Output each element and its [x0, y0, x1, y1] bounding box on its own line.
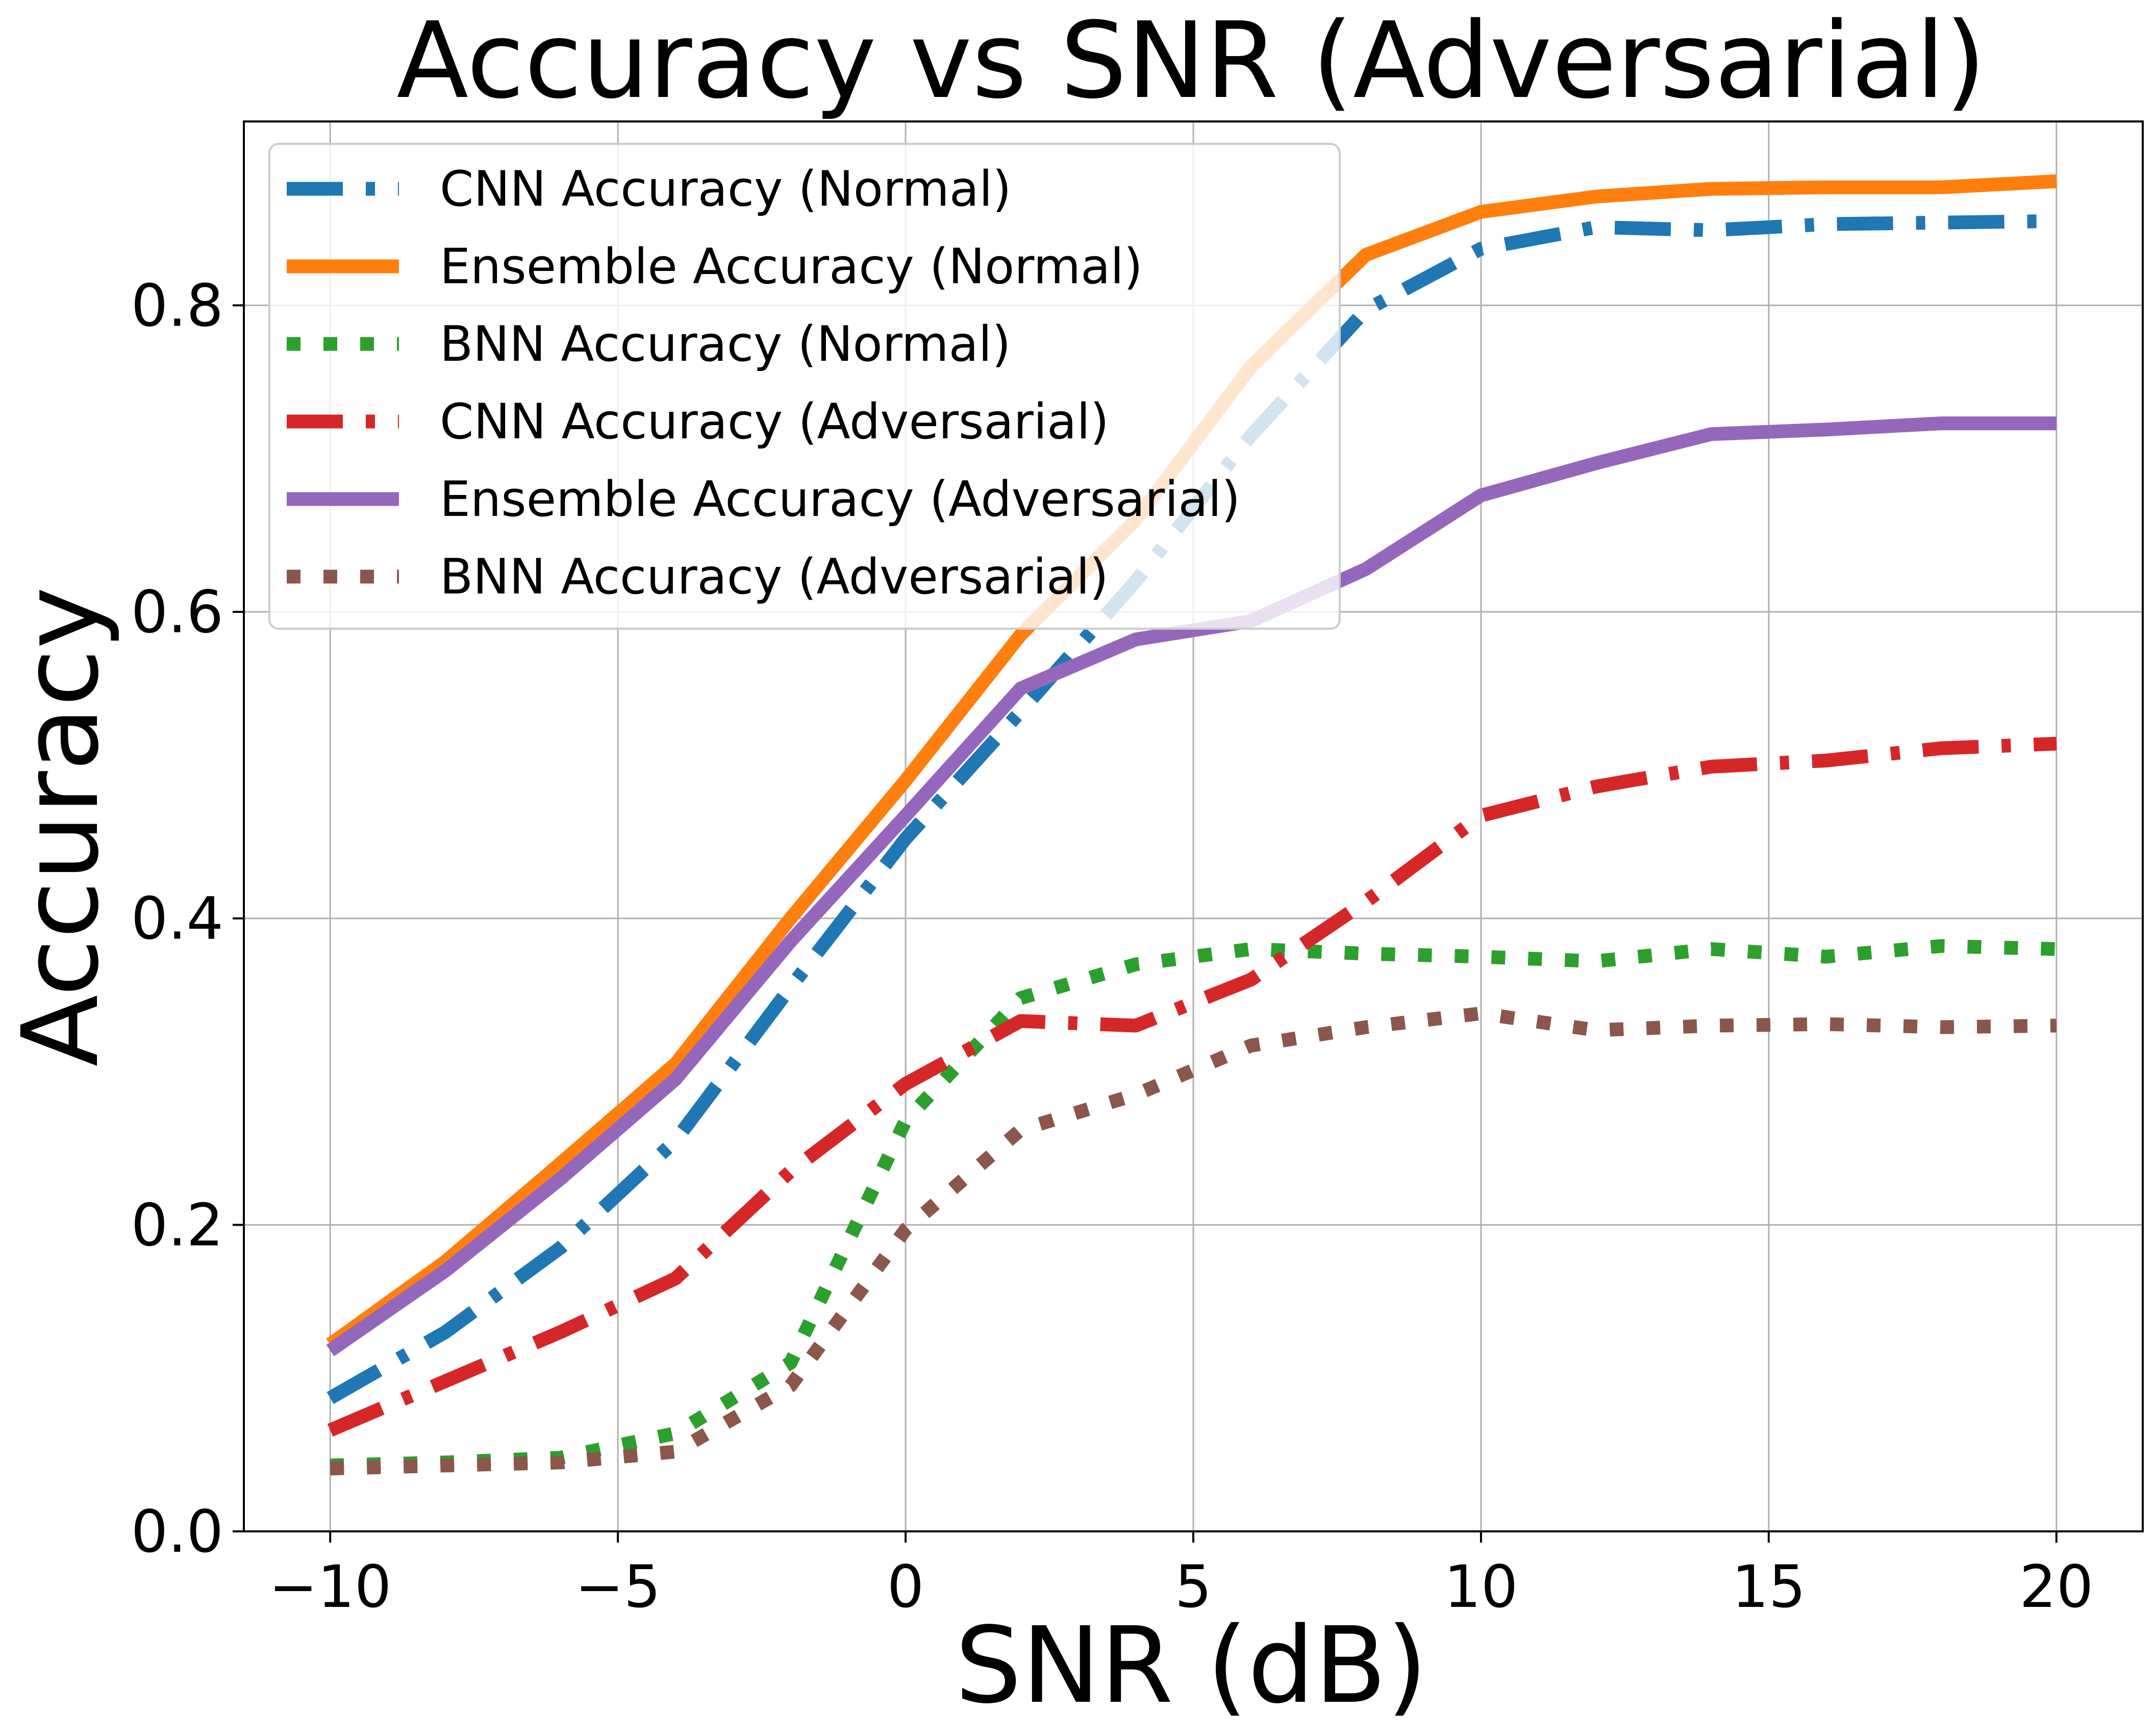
- legend-label: BNN Accuracy (Normal): [440, 316, 1011, 373]
- x-tick-label: −5: [575, 1553, 661, 1621]
- x-tick-label: 20: [2019, 1553, 2093, 1621]
- legend-label: CNN Accuracy (Normal): [440, 161, 1011, 217]
- legend-label: CNN Accuracy (Adversarial): [440, 394, 1109, 450]
- y-tick-label: 0.6: [131, 578, 223, 646]
- legend: CNN Accuracy (Normal) Ensemble Accuracy (…: [268, 143, 1341, 630]
- y-tick-label: 0.0: [131, 1498, 223, 1566]
- x-tick-label: −10: [269, 1553, 392, 1621]
- x-tick-label: 15: [1732, 1553, 1806, 1621]
- y-axis-label: Accuracy: [0, 587, 122, 1067]
- legend-label: BNN Accuracy (Adversarial): [440, 549, 1109, 605]
- y-tick-label: 0.2: [131, 1191, 223, 1259]
- legend-label: Ensemble Accuracy (Normal): [440, 239, 1143, 295]
- y-tick-label: 0.8: [131, 271, 223, 339]
- axis-ticks: −10 −5 0 5 10 15 20 0.0 0.2 0.4 0.6 0.8: [131, 271, 2094, 1621]
- chart-title: Accuracy vs SNR (Adversarial): [396, 0, 1986, 122]
- x-tick-label: 0: [887, 1553, 924, 1621]
- legend-label: Ensemble Accuracy (Adversarial): [440, 472, 1240, 528]
- x-tick-label: 10: [1444, 1553, 1518, 1621]
- legend-box: [268, 143, 1341, 630]
- x-tick-label: 5: [1175, 1553, 1212, 1621]
- x-axis-label: SNR (dB): [955, 1604, 1427, 1727]
- series-line: [326, 416, 2057, 1356]
- series-line: [330, 1006, 2057, 1476]
- y-tick-label: 0.4: [131, 885, 223, 953]
